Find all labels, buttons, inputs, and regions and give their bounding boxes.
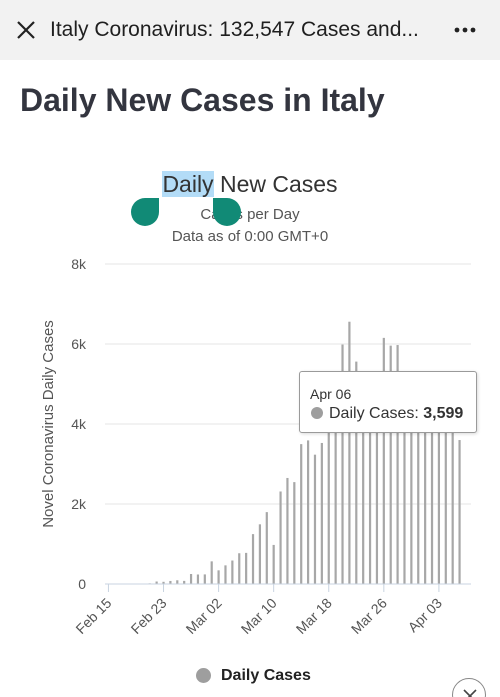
- bar[interactable]: [189, 574, 193, 584]
- bar[interactable]: [389, 345, 392, 584]
- bar[interactable]: [444, 391, 447, 584]
- bar[interactable]: [437, 400, 441, 584]
- bar[interactable]: [403, 375, 406, 584]
- bar[interactable]: [162, 581, 165, 584]
- y-tick-label: 2k: [71, 496, 87, 512]
- y-tick-label: 4k: [71, 416, 87, 432]
- bar[interactable]: [306, 440, 310, 584]
- bar[interactable]: [355, 361, 358, 584]
- close-circle-icon: [463, 689, 477, 697]
- bar[interactable]: [231, 560, 234, 584]
- x-tick-label: Mar 18: [293, 595, 335, 637]
- close-icon: [17, 21, 35, 39]
- bar[interactable]: [396, 345, 399, 584]
- floating-close-button[interactable]: [452, 678, 486, 697]
- tooltip-series-name: Daily Cases:: [329, 405, 419, 422]
- bar[interactable]: [245, 552, 248, 584]
- chart-tooltip: Apr 06 Daily Cases: 3,599: [299, 371, 477, 433]
- bar[interactable]: [334, 371, 337, 584]
- y-tick-label: 8k: [71, 256, 87, 272]
- bar[interactable]: [169, 580, 172, 584]
- bar[interactable]: [176, 580, 179, 584]
- selection-handle-start[interactable]: [131, 198, 159, 226]
- bar[interactable]: [313, 454, 317, 584]
- chart-data-date: Data as of 0:00 GMT+0: [171, 228, 329, 245]
- x-tick-label: Feb 23: [128, 595, 170, 637]
- bar[interactable]: [265, 512, 268, 584]
- bar[interactable]: [320, 442, 323, 584]
- bar[interactable]: [224, 565, 227, 584]
- chart-subtitle: Cases per Day: [200, 206, 300, 223]
- bar[interactable]: [410, 422, 413, 584]
- tooltip-date: Apr 06: [310, 386, 352, 402]
- bar[interactable]: [382, 337, 385, 584]
- bar[interactable]: [458, 440, 461, 584]
- tooltip-row: Daily Cases: 3,599: [329, 404, 463, 423]
- y-tick-label: 6k: [71, 336, 87, 352]
- x-tick-label: Mar 26: [348, 595, 390, 637]
- bar[interactable]: [183, 580, 186, 584]
- bar[interactable]: [451, 411, 454, 584]
- bar[interactable]: [430, 397, 434, 584]
- bar[interactable]: [238, 553, 241, 584]
- bar[interactable]: [327, 415, 330, 584]
- daily-cases-chart[interactable]: 0 2k 4k 6k 8k Novel Coronavirus Daily Cases Fe…: [0, 250, 500, 650]
- bar[interactable]: [196, 574, 200, 584]
- tooltip-value: 3,599: [423, 405, 464, 422]
- bar[interactable]: [251, 534, 255, 584]
- x-tick-label: Mar 02: [183, 595, 225, 637]
- bar[interactable]: [203, 574, 206, 584]
- bar[interactable]: [417, 421, 420, 584]
- y-tick-label: 0: [78, 576, 86, 592]
- selected-text[interactable]: Daily: [162, 171, 214, 197]
- bar[interactable]: [362, 392, 365, 584]
- bar[interactable]: [286, 477, 289, 584]
- legend-label: Daily Cases: [221, 667, 311, 684]
- legend-marker: [196, 668, 211, 683]
- bar[interactable]: [300, 444, 303, 584]
- bar[interactable]: [293, 482, 296, 584]
- bar[interactable]: [424, 392, 427, 584]
- bar[interactable]: [348, 321, 351, 584]
- page-heading: Daily New Cases in Italy: [20, 82, 385, 118]
- more-options-button[interactable]: [448, 14, 484, 46]
- x-tick-label: Apr 03: [405, 595, 446, 636]
- chart-title: Daily New Cases: [0, 170, 500, 198]
- more-vertical-icon: [454, 27, 476, 33]
- selection-handle-end[interactable]: [213, 198, 241, 226]
- page-title: Italy Coronavirus: 132,547 Cases and...: [50, 18, 419, 41]
- x-tick-label: Mar 10: [238, 595, 280, 637]
- bar[interactable]: [210, 561, 213, 584]
- bar[interactable]: [155, 581, 158, 584]
- close-button[interactable]: [10, 14, 42, 46]
- bar[interactable]: [375, 375, 379, 584]
- bar[interactable]: [341, 344, 344, 584]
- bar[interactable]: [217, 570, 220, 584]
- bar[interactable]: [258, 524, 262, 584]
- bar[interactable]: [279, 491, 282, 584]
- tooltip-series-marker: [311, 407, 323, 419]
- bar[interactable]: [368, 374, 372, 584]
- bar[interactable]: [272, 544, 275, 584]
- x-tick-label: Feb 15: [72, 595, 114, 637]
- y-axis-label: Novel Coronavirus Daily Cases: [40, 320, 57, 528]
- browser-toolbar: Italy Coronavirus: 132,547 Cases and...: [0, 0, 500, 60]
- chart-title-rest: New Cases: [213, 171, 338, 197]
